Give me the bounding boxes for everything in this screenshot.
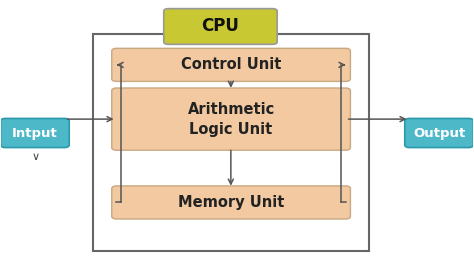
- FancyBboxPatch shape: [112, 186, 350, 219]
- Text: ∨: ∨: [31, 152, 39, 161]
- Bar: [93, 34, 369, 251]
- FancyBboxPatch shape: [405, 118, 474, 148]
- Text: Control Unit: Control Unit: [181, 57, 281, 72]
- Text: Arithmetic
Logic Unit: Arithmetic Logic Unit: [188, 102, 275, 136]
- Text: CPU: CPU: [201, 18, 239, 35]
- FancyBboxPatch shape: [0, 118, 69, 148]
- Text: Memory Unit: Memory Unit: [178, 195, 284, 210]
- Text: Output: Output: [413, 127, 465, 139]
- FancyBboxPatch shape: [112, 48, 350, 81]
- Text: Intput: Intput: [12, 127, 58, 139]
- FancyBboxPatch shape: [112, 88, 350, 150]
- FancyBboxPatch shape: [164, 9, 277, 44]
